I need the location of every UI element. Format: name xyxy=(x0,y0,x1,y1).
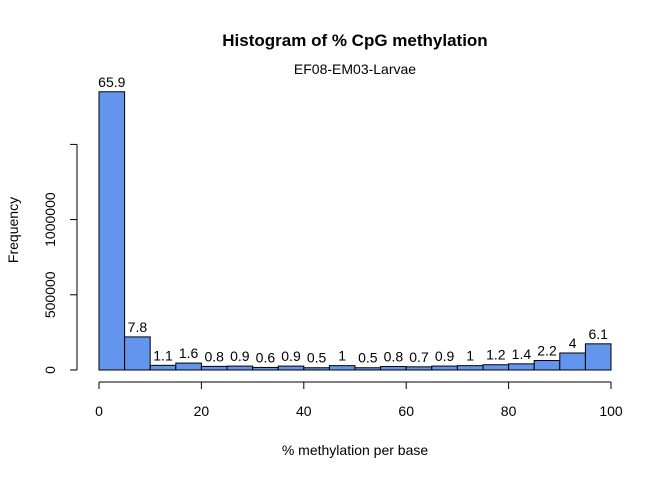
bar-value-label: 0.8 xyxy=(204,348,224,364)
histogram-bar xyxy=(559,352,586,371)
y-axis: 0 500000 1000000 xyxy=(42,143,78,374)
bar-value-label: 0.9 xyxy=(435,348,455,364)
histogram-bar xyxy=(328,365,356,371)
histogram-bar xyxy=(149,364,177,371)
bar-value-label: 1 xyxy=(466,348,474,364)
histogram-bar xyxy=(482,364,510,371)
histogram-bar xyxy=(200,365,228,371)
x-tick-label: 100 xyxy=(599,403,623,419)
histogram-bar xyxy=(124,336,151,371)
bar-value-label: 1.4 xyxy=(512,346,532,362)
bar-value-label: 7.8 xyxy=(128,319,148,335)
y-tick-label: 0 xyxy=(42,366,58,374)
bar-value-label: 2.2 xyxy=(537,343,557,359)
histogram-bar xyxy=(98,91,126,371)
bar-value-label: 1 xyxy=(338,348,346,364)
histogram-bar xyxy=(508,363,535,371)
bar-value-label: 1.2 xyxy=(486,347,506,363)
chart-subtitle: EF08-EM03-Larvae xyxy=(294,61,416,77)
chart-title: Histogram of % CpG methylation xyxy=(222,31,487,50)
x-tick-label: 40 xyxy=(296,403,312,419)
x-axis-label: % methylation per base xyxy=(282,442,429,458)
x-tick-label: 20 xyxy=(194,403,210,419)
histogram-bar xyxy=(252,366,279,371)
x-tick-label: 80 xyxy=(501,403,517,419)
histogram-bar xyxy=(533,360,561,371)
y-tick-label: 500000 xyxy=(42,271,58,318)
bar-value-label: 0.9 xyxy=(230,348,250,364)
bar-value-label: 0.5 xyxy=(358,350,378,366)
x-axis: 0 20 40 60 80 100 xyxy=(95,381,623,419)
bar-value-label: 0.5 xyxy=(307,350,327,366)
histogram-bar xyxy=(456,365,484,371)
x-tick-label: 60 xyxy=(398,403,414,419)
bar-value-label: 0.7 xyxy=(409,349,429,365)
histogram-bar xyxy=(431,365,458,371)
histogram-bar xyxy=(354,367,382,371)
histogram-bar xyxy=(175,362,202,371)
data-labels-group: 65.9 7.8 1.1 1.6 0.8 0.9 0.6 0.9 0.5 1 0.5 0.8 0.7 0.… xyxy=(98,74,608,366)
histogram-bar xyxy=(277,365,305,371)
bar-value-label: 0.8 xyxy=(384,349,404,365)
bar-value-label: 1.1 xyxy=(153,347,173,363)
bar-value-label: 0.6 xyxy=(256,349,276,365)
histogram-bar xyxy=(584,343,612,371)
bar-value-label: 4 xyxy=(569,335,577,351)
bar-value-label: 0.9 xyxy=(281,348,301,364)
bars-group xyxy=(98,91,612,371)
histogram-bar xyxy=(380,366,407,371)
histogram-bar xyxy=(405,366,433,371)
x-tick-label: 0 xyxy=(95,403,103,419)
y-axis-label: Frequency xyxy=(5,197,21,263)
bar-value-label: 65.9 xyxy=(98,74,125,90)
histogram-bar xyxy=(226,365,254,371)
bar-value-label: 1.6 xyxy=(179,345,199,361)
bar-value-label: 6.1 xyxy=(588,326,608,342)
histogram-bar xyxy=(303,367,330,371)
y-tick-label: 1000000 xyxy=(42,192,58,247)
